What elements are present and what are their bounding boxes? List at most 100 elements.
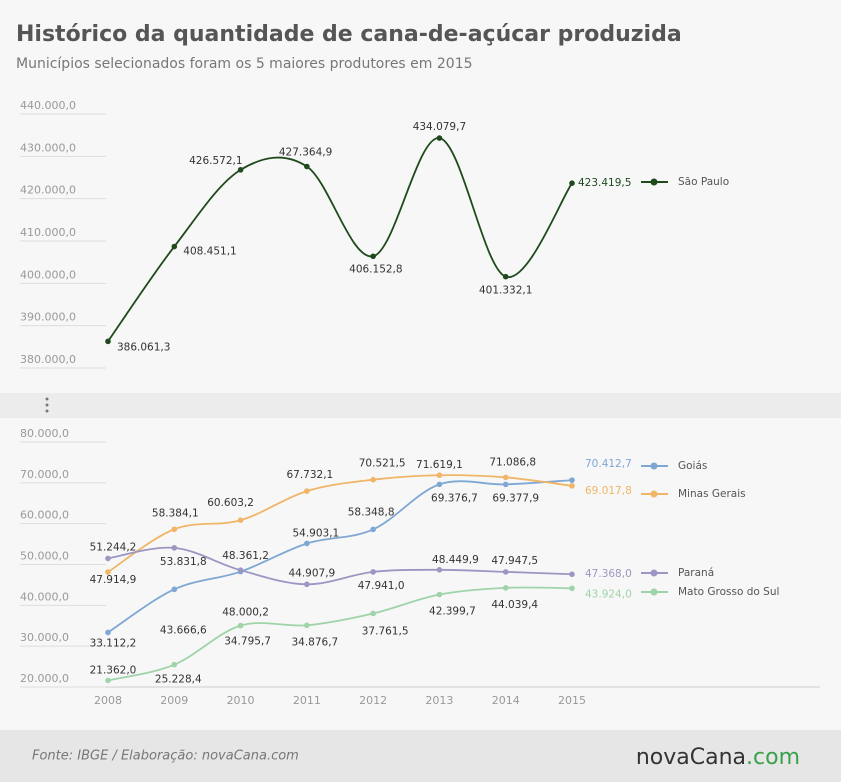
value-label: 37.761,5 (362, 625, 409, 637)
value-label: 434.079,7 (413, 121, 466, 133)
value-label: 401.332,1 (479, 285, 532, 297)
legend-label: Minas Gerais (678, 488, 746, 500)
y-tick-label: 400.000,0 (20, 268, 76, 281)
point (569, 571, 575, 578)
legend-dot (650, 462, 658, 470)
x-tick-label: 2014 (492, 694, 520, 707)
logo-domain: .com (746, 745, 800, 770)
logo: novaCana.com (636, 745, 800, 770)
value-label: 58.384,1 (152, 507, 199, 519)
x-tick-label: 2015 (558, 694, 586, 707)
value-label: 427.364,9 (279, 146, 332, 158)
point (569, 585, 575, 592)
value-label: 47.914,9 (90, 574, 137, 586)
point (502, 474, 509, 481)
value-label: 34.795,7 (224, 636, 271, 648)
legend-label: São Paulo (678, 176, 729, 188)
value-label: 47.941,0 (358, 580, 405, 592)
value-label: 70.521,5 (359, 458, 406, 470)
x-tick-label: 2009 (160, 694, 188, 707)
point (304, 488, 310, 494)
point (237, 567, 244, 573)
value-label: 42.399,7 (429, 606, 476, 618)
value-label: 408.451,1 (183, 246, 236, 258)
value-label: 43.924,0 (585, 588, 632, 600)
point (436, 472, 443, 479)
point (105, 629, 111, 636)
point (370, 526, 376, 533)
point (370, 610, 376, 617)
line (107, 586, 573, 682)
point (237, 517, 244, 524)
point (436, 567, 443, 573)
legend-label: Mato Grosso do Sul (678, 586, 779, 598)
value-label: 70.412,7 (585, 458, 632, 470)
value-label: 34.876,7 (291, 636, 338, 648)
logo-name: novaCana (636, 745, 746, 770)
point (171, 545, 178, 551)
value-label: 48.361,2 (222, 550, 269, 562)
value-label: 43.666,6 (160, 624, 207, 636)
line (107, 137, 573, 342)
separator-dot (45, 409, 49, 413)
value-label: 44.039,4 (491, 599, 538, 611)
chart-title: Histórico da quantidade de cana-de-açúca… (16, 22, 682, 47)
point (502, 481, 509, 488)
y-tick-label: 440.000,0 (20, 99, 76, 112)
legend-dot (650, 490, 658, 498)
legend-label: Goiás (678, 460, 707, 472)
value-label: 44.907,9 (288, 567, 335, 579)
point (171, 661, 178, 668)
value-label: 69.377,9 (492, 492, 539, 504)
x-tick-label: 2011 (293, 694, 321, 707)
y-tick-label: 410.000,0 (20, 226, 76, 239)
point (569, 180, 575, 186)
separator-dot (45, 403, 49, 407)
value-label: 423.419,5 (578, 177, 631, 189)
point (502, 569, 509, 575)
x-tick-label: 2013 (425, 694, 453, 707)
value-label: 21.362,0 (90, 664, 137, 676)
y-tick-label: 50.000,0 (20, 550, 69, 563)
y-tick-label: 390.000,0 (20, 311, 76, 324)
value-label: 48.449,9 (432, 554, 479, 566)
value-label: 51.244,2 (90, 541, 137, 553)
value-label: 426.572,1 (189, 155, 242, 167)
value-label: 58.348,8 (348, 506, 395, 518)
y-tick-label: 430.000,0 (20, 141, 76, 154)
legend-dot (650, 178, 658, 186)
y-tick-label: 40.000,0 (20, 590, 69, 603)
x-tick-label: 2012 (359, 694, 387, 707)
y-tick-label: 380.000,0 (20, 353, 76, 366)
y-tick-label: 30.000,0 (20, 631, 69, 644)
y-tick-label: 20.000,0 (20, 672, 69, 685)
point (436, 591, 443, 598)
point (105, 677, 111, 684)
point (304, 581, 310, 588)
point (370, 476, 376, 483)
value-label: 53.831,8 (160, 556, 207, 568)
y-tick-label: 80.000,0 (20, 427, 69, 440)
y-tick-label: 420.000,0 (20, 184, 76, 197)
point (105, 555, 111, 562)
point (569, 477, 575, 483)
value-label: 47.368,0 (585, 568, 632, 580)
separator (0, 393, 841, 418)
y-tick-label: 60.000,0 (20, 509, 69, 522)
point (171, 243, 178, 250)
source: Fonte: IBGE / Elaboração: novaCana.com (32, 749, 299, 764)
point (569, 483, 575, 489)
point (171, 586, 178, 593)
line (107, 479, 573, 634)
value-label: 69.017,8 (585, 485, 632, 497)
point (436, 481, 443, 488)
y-tick-label: 70.000,0 (20, 468, 69, 481)
point (237, 622, 244, 629)
separator-dot (45, 397, 49, 401)
point (502, 273, 509, 280)
point (304, 622, 310, 629)
value-label: 67.732,1 (286, 469, 333, 481)
chart-subtitle: Municípios selecionados foram os 5 maior… (16, 56, 473, 72)
point (105, 569, 111, 575)
